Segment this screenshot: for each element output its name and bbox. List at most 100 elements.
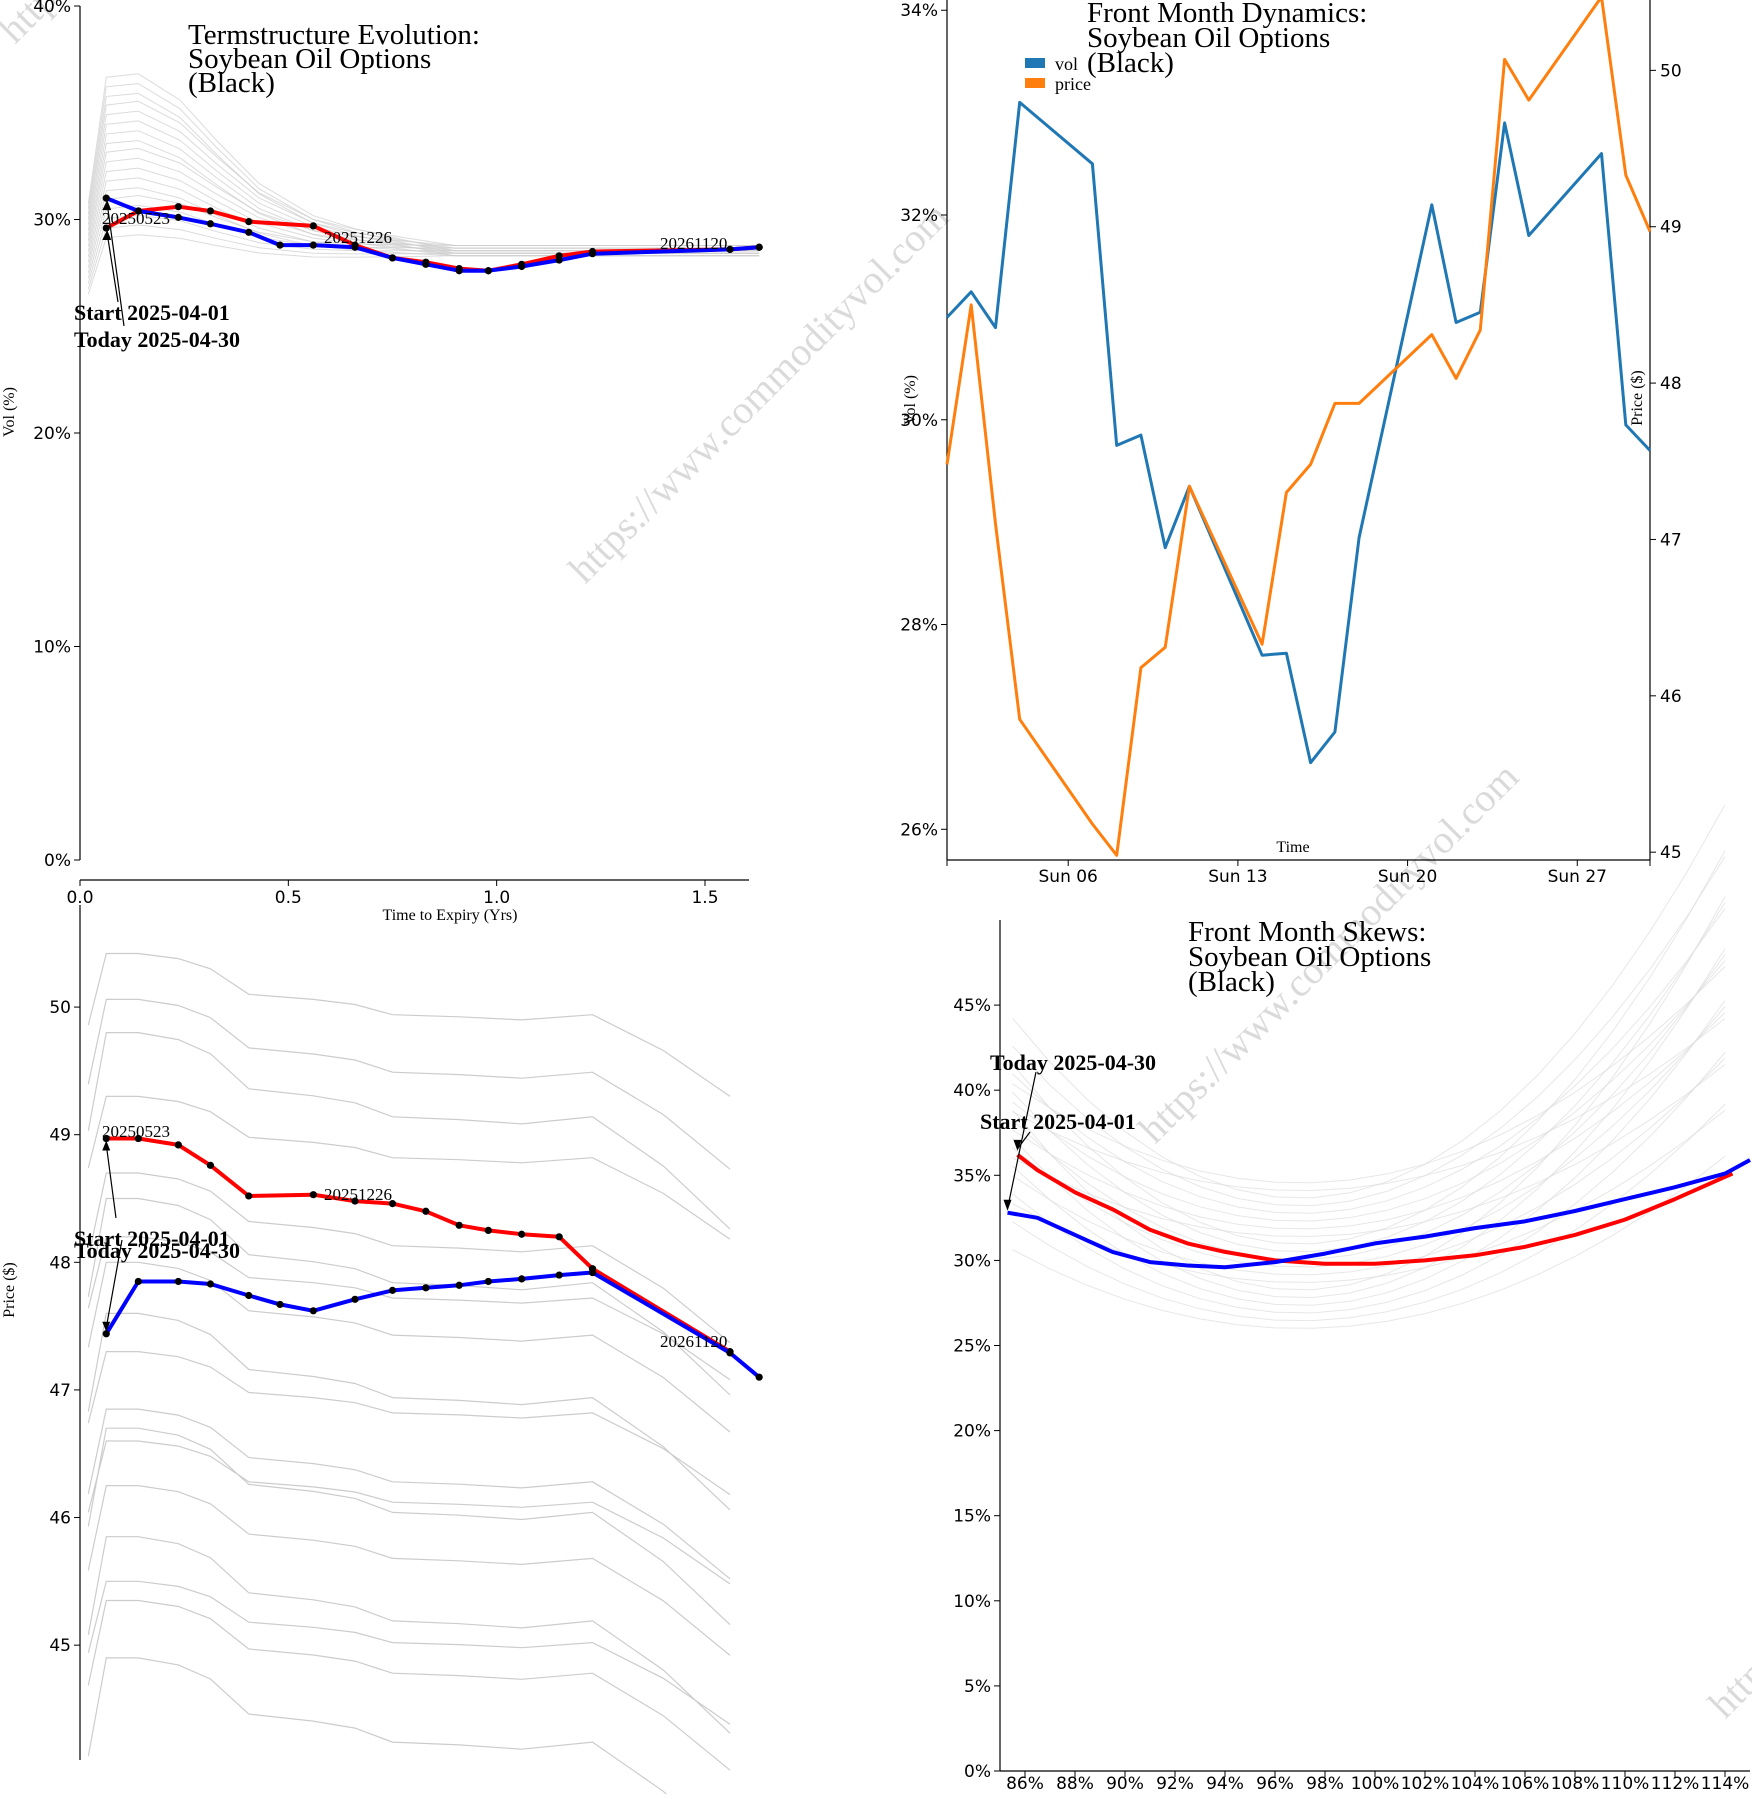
- price-y-axis-title: Price ($): [1, 1262, 18, 1318]
- skew-x-tick-label: 110%: [1601, 1774, 1650, 1794]
- history-line: [1012, 1006, 1726, 1268]
- dyn-legend-swatch: [1025, 78, 1045, 88]
- history-line: [87, 1351, 731, 1496]
- history-line: [1012, 850, 1726, 1245]
- skew-series-today: [1007, 1158, 1751, 1270]
- history-line: [1012, 1104, 1726, 1322]
- term-point-today: [755, 243, 763, 251]
- price-point-start: [518, 1230, 526, 1238]
- dyn-y2-axis-title: Price ($): [1629, 370, 1646, 426]
- price-today-arrow: [105, 1239, 123, 1328]
- skew-y-tick-label: 30%: [953, 1251, 991, 1271]
- dyn-x-tick-label: Sun 06: [1039, 867, 1098, 887]
- dyn-legend-label: vol: [1055, 54, 1078, 74]
- dyn-y-tick-label: 26%: [900, 820, 938, 840]
- history-line: [87, 1580, 731, 1725]
- skew-x-tick-label: 96%: [1256, 1774, 1294, 1794]
- skew-title-line: (Black): [1188, 966, 1275, 998]
- history-line: [87, 73, 760, 252]
- skew-x-tick-label: 114%: [1701, 1774, 1750, 1794]
- price-point-today: [206, 1280, 215, 1288]
- skew-x-tick-label: 104%: [1451, 1774, 1500, 1794]
- term-point-start: [206, 207, 215, 215]
- dyn-x-tick-label: Sun 27: [1548, 867, 1607, 887]
- term-point-today: [174, 213, 182, 221]
- term-point-start: [309, 222, 317, 230]
- term-point-today: [134, 207, 142, 215]
- skew-y-tick-label: 0%: [964, 1762, 991, 1782]
- price-y-tick-label: 48: [49, 1253, 71, 1273]
- dyn-x-tick-label: Sun 20: [1378, 867, 1437, 887]
- skew-y-tick-label: 20%: [953, 1422, 991, 1442]
- term-y-tick-label: 40%: [33, 0, 71, 17]
- term-start-arrow: [106, 233, 119, 303]
- term-point-start: [245, 218, 253, 226]
- term-y-tick-label: 20%: [33, 424, 71, 444]
- term-today-annotation: Today 2025-04-30: [74, 327, 240, 352]
- dyn-y-tick-label: 34%: [900, 1, 938, 21]
- axes-layer: [74, 0, 1750, 1777]
- term-title-line: Termstructure Evolution:: [188, 19, 480, 51]
- history-line: [1012, 804, 1726, 1199]
- history-line: [1012, 1155, 1726, 1329]
- price-point-today: [555, 1271, 563, 1279]
- term-x-tick-label: 0.5: [275, 888, 302, 908]
- term-point-start: [174, 203, 182, 211]
- price-point-today: [388, 1286, 397, 1294]
- price-point-today: [351, 1295, 359, 1303]
- term-contract-label: 20261120: [660, 234, 727, 253]
- price-arrowhead: [102, 1321, 111, 1332]
- history-line: [1012, 960, 1726, 1222]
- skew-x-tick-label: 108%: [1551, 1774, 1600, 1794]
- price-y-tick-label: 47: [49, 1381, 71, 1401]
- dyn-title-line: Front Month Dynamics:: [1087, 0, 1367, 29]
- price-y-tick-label: 45: [49, 1636, 71, 1656]
- price-contract-label: 20250523: [102, 1122, 170, 1141]
- history-line: [87, 1408, 731, 1580]
- price-point-start: [351, 1197, 359, 1205]
- price-point-today: [755, 1373, 763, 1381]
- price-today-annotation: Today 2025-04-30: [74, 1238, 240, 1263]
- history-line: [87, 1312, 731, 1511]
- price-point-start: [422, 1207, 430, 1215]
- price-point-today: [455, 1281, 463, 1289]
- dyn-x-axis-title: Time: [1276, 839, 1309, 856]
- skew-x-tick-label: 112%: [1651, 1774, 1700, 1794]
- dyn-y-axis-title: Vol (%): [902, 375, 919, 425]
- history-line: [87, 224, 760, 290]
- dyn-y2-tick-label: 50: [1660, 61, 1682, 81]
- price-y-tick-label: 49: [49, 1126, 71, 1146]
- history-line: [87, 1095, 731, 1240]
- term-point-today: [388, 254, 397, 262]
- term-point-today: [245, 228, 253, 236]
- history-line: [87, 140, 760, 257]
- history-line: [87, 100, 760, 246]
- skew-x-tick-label: 100%: [1351, 1774, 1400, 1794]
- price-y-tick-label: 50: [49, 998, 71, 1018]
- skew-y-tick-label: 5%: [964, 1677, 991, 1697]
- price-y-tick-label: 46: [49, 1509, 71, 1529]
- skew-y-tick-label: 40%: [953, 1081, 991, 1101]
- skew-y-tick-label: 35%: [953, 1166, 991, 1186]
- price-point-today: [518, 1275, 526, 1283]
- skew-x-tick-label: 92%: [1156, 1774, 1194, 1794]
- history-line: [87, 1485, 731, 1656]
- price-point-start: [484, 1226, 492, 1235]
- price-point-start: [245, 1192, 253, 1200]
- skew-x-tick-label: 90%: [1106, 1774, 1144, 1794]
- dyn-y2-tick-label: 47: [1660, 530, 1682, 550]
- dyn-series-price: [945, 0, 1652, 857]
- skew-y-tick-label: 10%: [953, 1592, 991, 1612]
- skew-start-arrow: [1017, 1131, 1031, 1150]
- history-line: [87, 1657, 673, 1799]
- history-line: [87, 1236, 731, 1381]
- history-line: [1012, 1052, 1726, 1314]
- dyn-y2-tick-label: 45: [1660, 843, 1682, 863]
- skew-arrowhead: [1003, 1199, 1012, 1211]
- history-line: [87, 1599, 731, 1771]
- history-line: [87, 998, 731, 1170]
- history-line: [87, 130, 760, 254]
- term-title-line: Soybean Oil Options: [188, 43, 431, 75]
- term-start-annotation: Start 2025-04-01: [74, 300, 230, 325]
